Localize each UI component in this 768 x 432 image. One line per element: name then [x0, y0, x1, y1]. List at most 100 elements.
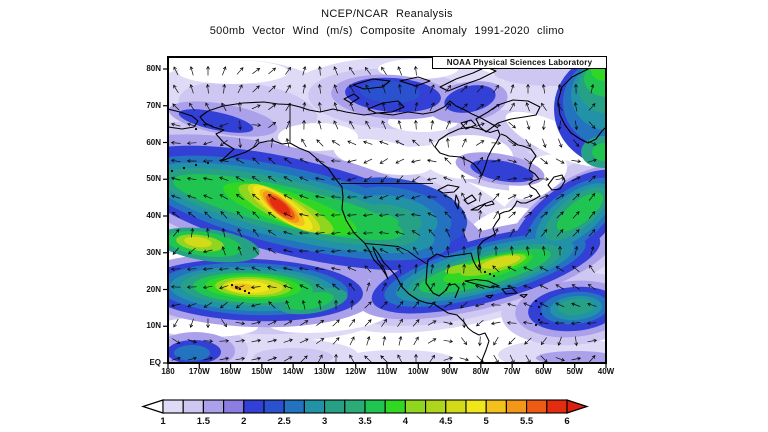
island-dot: [206, 161, 210, 165]
colorbar: [141, 399, 589, 414]
coastlines: [168, 62, 606, 363]
x-axis-label: 150W: [251, 367, 273, 376]
x-axis-label: 80W: [472, 367, 490, 376]
colorbar-cell: [243, 399, 265, 414]
island-dot: [243, 289, 247, 293]
contour-band: [367, 213, 399, 227]
island-dot: [492, 274, 496, 278]
island-dot: [194, 163, 198, 167]
coastline-path: [519, 293, 528, 299]
x-axis-label: 60W: [535, 367, 552, 376]
x-axis-label: 160W: [220, 367, 242, 376]
contour-band: [558, 298, 594, 316]
island-dot: [534, 323, 538, 327]
y-axis-label: 80N: [146, 64, 161, 73]
coastline-path: [168, 108, 199, 130]
coastline-path: [204, 122, 490, 363]
contour-band: [481, 255, 521, 269]
x-axis-label: 130W: [313, 367, 335, 376]
colorbar-tick-label: 1: [160, 416, 166, 427]
island-dot: [539, 312, 543, 316]
island-dot: [230, 283, 234, 287]
coastline-path: [343, 93, 360, 104]
island-dot: [238, 287, 242, 291]
colorbar-right-arrow: [566, 399, 589, 414]
x-axis-label: 100W: [407, 367, 429, 376]
island-dot: [534, 299, 538, 303]
colorbar-cell: [324, 399, 346, 414]
coastline-path: [485, 294, 494, 299]
y-axis-label: 50N: [146, 174, 161, 184]
island-dot: [247, 291, 251, 295]
x-axis-label: 170W: [188, 367, 210, 376]
colorbar-cell: [485, 399, 507, 414]
chart-subtitle: 500mb Vector Wind (m/s) Composite Anomal…: [209, 25, 565, 37]
contour-band: [286, 292, 334, 310]
coastline-path: [463, 194, 477, 205]
coastline-path: [199, 102, 244, 124]
colorbar-tick-label: 3.5: [358, 416, 372, 427]
colorbar-cell: [202, 399, 225, 414]
colorbar-tick-label: 5.5: [519, 416, 534, 427]
x-axis-label: 140W: [282, 367, 304, 376]
colorbar-tick-label: 2.5: [277, 416, 291, 427]
colorbar-cell: [162, 399, 184, 414]
contour-band: [174, 345, 210, 361]
y-axis-label: 60N: [146, 137, 161, 147]
colorbar-tick-label: 3: [321, 416, 328, 427]
colorbar-cell: [384, 399, 406, 414]
colorbar-cell: [223, 399, 245, 414]
colorbar-tick-label: 5: [483, 416, 489, 427]
country-border: [364, 243, 428, 265]
contour-band: [536, 351, 606, 363]
colorbar-tick-label: 4: [402, 416, 409, 427]
colorbar-cell: [546, 399, 568, 414]
y-axis-label: 20N: [146, 284, 161, 294]
map-frame: [167, 56, 607, 364]
colorbar-cell: [526, 399, 548, 414]
vector-arrow-glyphs: [170, 65, 598, 363]
coastline-path: [547, 174, 566, 191]
x-axis-label: 120W: [345, 367, 367, 376]
colorbar-left-arrow: [141, 399, 164, 414]
y-axis-label: 10N: [146, 321, 161, 331]
x-axis-label: 90W: [441, 367, 458, 376]
coastline-path: [475, 99, 541, 133]
colorbar-cell: [303, 399, 326, 414]
colorbar-tick-label: 1.5: [196, 416, 210, 427]
x-axis-label: 50W: [566, 367, 583, 376]
colorbar-cell: [505, 399, 528, 414]
island-dot: [170, 169, 174, 173]
coastline-path: [437, 184, 460, 194]
coastline-path: [425, 133, 541, 299]
coastline-path: [242, 100, 499, 129]
x-axis-label: 70W: [503, 367, 521, 376]
island-dot: [488, 272, 492, 276]
island-dot: [537, 305, 541, 309]
colorbar-cell: [263, 399, 285, 414]
contour-band: [556, 192, 604, 232]
chart-title: NCEP/NCAR Reanalysis: [321, 8, 453, 20]
coastline-path: [501, 287, 518, 295]
colorbar-tick-label: 4.5: [439, 416, 453, 427]
colorbar-cell: [425, 399, 447, 414]
island-dot: [483, 270, 487, 274]
colorbar-cell: [283, 399, 305, 414]
noaa-psl-watermark: NOAA Physical Sciences Laboratory: [432, 56, 607, 69]
x-axis-label: 180: [161, 367, 175, 376]
coastline-path: [460, 119, 477, 130]
y-axis-label: 40N: [146, 211, 161, 220]
contour-band: [253, 348, 333, 363]
island-dot: [537, 318, 541, 322]
wind-vector-arrows: [170, 65, 598, 363]
coastline-path: [352, 78, 391, 90]
contour-band: [360, 80, 420, 104]
colorbar-tick-label: 6: [564, 416, 570, 427]
contour-band: [184, 236, 212, 248]
colorbar-cell: [465, 399, 487, 414]
colorbar-cell: [364, 399, 386, 414]
contour-band: [269, 197, 291, 216]
y-axis-label: EQ: [149, 358, 161, 367]
